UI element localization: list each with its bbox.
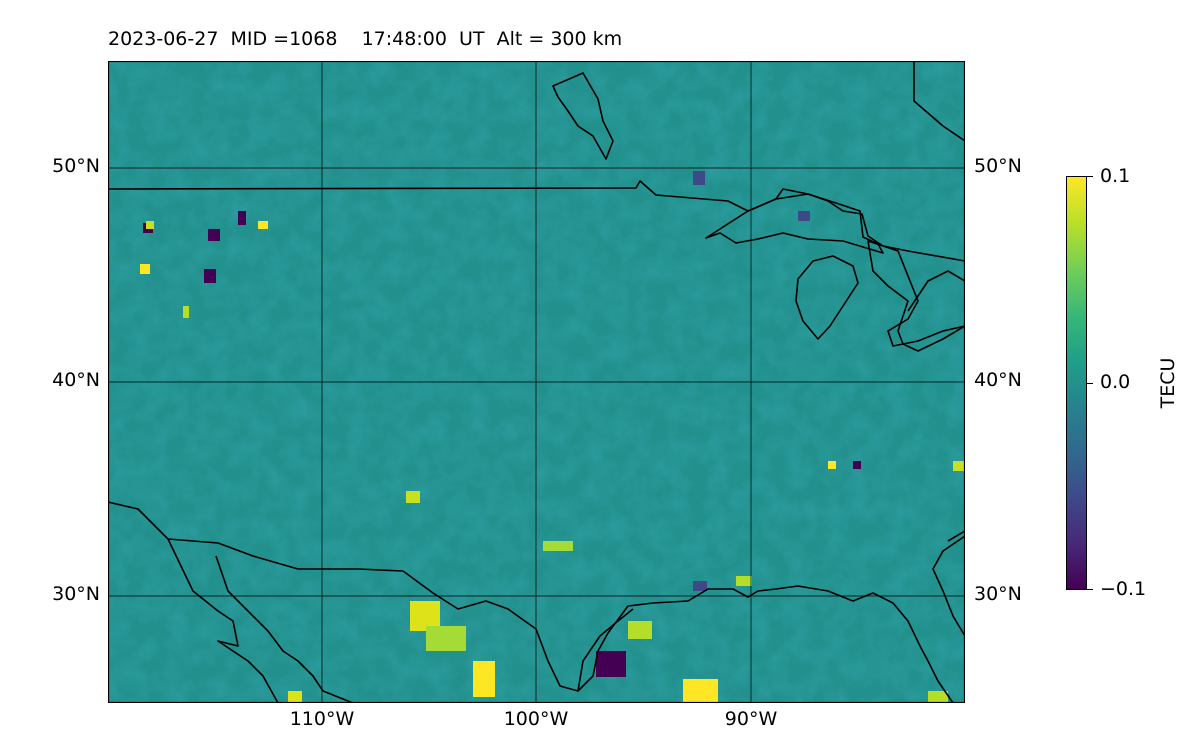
- gridlines: [108, 61, 965, 703]
- atlantic-coast: [947, 530, 965, 542]
- lake-superior: [705, 193, 884, 254]
- lon-label-90w: 90°W: [724, 708, 778, 730]
- baja-california: [167, 538, 279, 703]
- us-canada-border: [108, 180, 965, 262]
- gulf-coast-texas: [577, 608, 634, 692]
- tec-anomalies: [140, 171, 965, 703]
- mexico-west-coast: [215, 555, 354, 703]
- colorbar-label-max: 0.1: [1100, 165, 1131, 187]
- colorbar-tick-zero: [1087, 383, 1093, 384]
- colorbar-title: TECU: [1157, 357, 1179, 409]
- us-mexico-border: [108, 501, 954, 703]
- lake-winnipeg: [552, 72, 614, 160]
- lat-label-left-30: 30°N: [52, 583, 100, 605]
- colorbar-label-min: −0.1: [1100, 578, 1147, 600]
- lat-label-right-30: 30°N: [974, 583, 1022, 605]
- lake-michigan: [795, 255, 859, 340]
- lat-label-left-40: 40°N: [52, 369, 100, 391]
- colorbar-label-zero: 0.0: [1100, 371, 1131, 393]
- colorbar-tick-min: [1087, 589, 1093, 590]
- lon-label-110w: 110°W: [289, 708, 355, 730]
- map-frame: [108, 61, 965, 703]
- lake-huron-erie: [867, 240, 965, 352]
- florida: [932, 535, 965, 637]
- great-lakes-east: [907, 270, 965, 312]
- colorbar: [1066, 176, 1087, 590]
- coastlines: [108, 61, 965, 703]
- canada-east-coast: [913, 61, 965, 142]
- lon-label-100w: 100°W: [503, 708, 569, 730]
- tec-map: [108, 61, 965, 703]
- lat-label-left-50: 50°N: [52, 155, 100, 177]
- lat-label-right-50: 50°N: [974, 155, 1022, 177]
- colorbar-tick-max: [1087, 176, 1093, 177]
- lat-label-right-40: 40°N: [974, 369, 1022, 391]
- map-title: 2023-06-27 MID =1068 17:48:00 UT Alt = 3…: [108, 28, 623, 50]
